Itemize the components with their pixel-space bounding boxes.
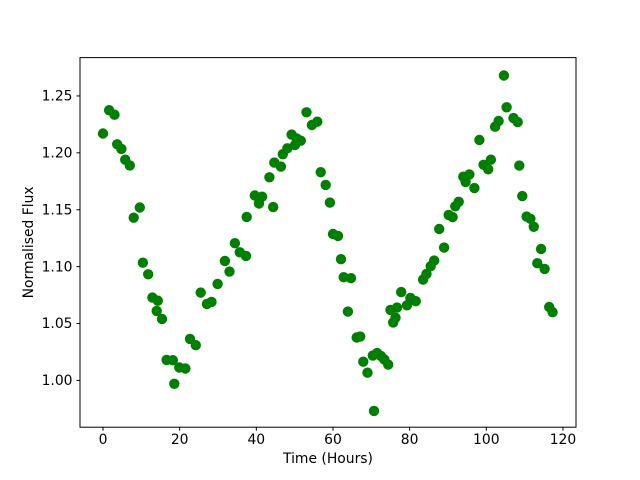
data-point bbox=[368, 405, 380, 417]
data-point bbox=[547, 307, 558, 318]
x-tick-label: 60 bbox=[324, 432, 342, 448]
data-point bbox=[345, 273, 357, 284]
data-point bbox=[241, 211, 252, 223]
data-point bbox=[180, 363, 191, 374]
data-point bbox=[206, 296, 217, 308]
data-point bbox=[143, 269, 154, 280]
data-point bbox=[151, 305, 162, 317]
data-point bbox=[355, 331, 366, 342]
y-tick-label: 1.25 bbox=[42, 89, 73, 105]
data-point bbox=[532, 258, 543, 269]
x-tick-label: 40 bbox=[247, 432, 265, 448]
x-tick-label: 120 bbox=[550, 432, 577, 448]
data-point bbox=[474, 134, 485, 146]
data-point bbox=[324, 197, 336, 208]
data-point bbox=[134, 202, 145, 213]
data-point bbox=[483, 164, 494, 175]
x-tick-label: 0 bbox=[99, 432, 108, 448]
data-point bbox=[229, 238, 241, 249]
data-point bbox=[525, 213, 536, 224]
data-point bbox=[469, 182, 480, 194]
data-point bbox=[539, 263, 550, 275]
data-point bbox=[434, 223, 445, 235]
y-tick-label: 1.00 bbox=[42, 373, 73, 389]
data-point bbox=[97, 128, 109, 139]
axes-spines bbox=[79, 57, 577, 428]
data-point bbox=[190, 340, 201, 351]
x-axis-label: Time (Hours) bbox=[282, 451, 373, 467]
data-point bbox=[528, 221, 539, 232]
data-point bbox=[320, 179, 331, 191]
data-point bbox=[501, 102, 512, 113]
data-point bbox=[396, 286, 407, 298]
y-tick-label: 1.15 bbox=[42, 202, 73, 218]
data-point bbox=[438, 242, 450, 253]
data-point bbox=[301, 107, 312, 118]
data-point bbox=[152, 295, 163, 306]
data-point bbox=[535, 243, 547, 255]
y-tick-label: 1.10 bbox=[42, 259, 73, 275]
data-point bbox=[219, 255, 231, 267]
data-point bbox=[391, 302, 403, 313]
data-point bbox=[295, 135, 306, 146]
data-point bbox=[453, 196, 464, 207]
data-point bbox=[167, 355, 178, 366]
data-point bbox=[493, 115, 504, 127]
data-point bbox=[224, 266, 235, 277]
data-point bbox=[169, 378, 180, 389]
data-point bbox=[514, 160, 525, 171]
data-point bbox=[116, 143, 127, 155]
data-point bbox=[268, 201, 279, 213]
data-point bbox=[124, 160, 135, 171]
y-tick-label: 1.20 bbox=[42, 146, 73, 162]
data-point bbox=[517, 190, 528, 202]
data-point bbox=[485, 154, 497, 165]
data-point bbox=[156, 313, 168, 325]
data-point bbox=[256, 191, 268, 202]
data-point bbox=[335, 254, 347, 265]
data-point bbox=[362, 367, 373, 378]
data-point bbox=[464, 169, 475, 180]
y-tick-label: 1.05 bbox=[42, 316, 73, 332]
data-point bbox=[109, 109, 120, 120]
data-point bbox=[275, 161, 287, 172]
scatter-points bbox=[97, 70, 558, 417]
data-point bbox=[315, 167, 326, 178]
data-point bbox=[342, 306, 354, 317]
data-point bbox=[212, 278, 223, 290]
data-point bbox=[390, 312, 401, 323]
x-tick-label: 100 bbox=[473, 432, 500, 448]
data-point bbox=[383, 359, 394, 370]
data-point bbox=[421, 268, 432, 280]
data-point bbox=[264, 172, 275, 183]
data-point bbox=[358, 356, 369, 367]
data-point bbox=[512, 116, 523, 128]
data-point bbox=[195, 287, 206, 298]
data-point bbox=[128, 212, 139, 223]
data-point bbox=[410, 296, 421, 307]
data-point bbox=[447, 211, 458, 223]
x-tick-label: 80 bbox=[401, 432, 419, 448]
data-point bbox=[332, 230, 344, 242]
data-point bbox=[498, 70, 510, 81]
x-tick-label: 20 bbox=[171, 432, 189, 448]
data-point bbox=[429, 255, 440, 266]
data-point bbox=[137, 257, 149, 268]
y-axis-label: Normalised Flux bbox=[21, 186, 37, 298]
data-point bbox=[312, 116, 323, 127]
data-point bbox=[240, 250, 252, 262]
